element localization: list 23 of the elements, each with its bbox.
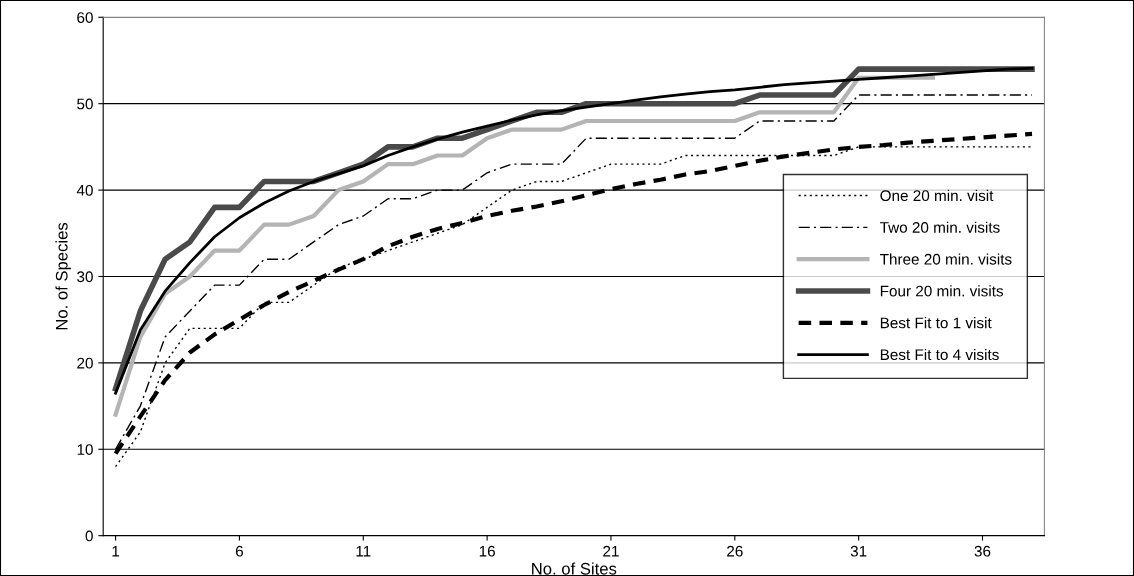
y-tick-label: 0 bbox=[85, 530, 93, 542]
legend-label: Four 20 min. visits bbox=[880, 285, 1004, 297]
y-axis-title: No. of Species bbox=[55, 222, 71, 330]
y-tick-label: 40 bbox=[76, 184, 93, 196]
y-tick-label: 60 bbox=[77, 12, 93, 23]
x-tick-label: 36 bbox=[974, 545, 991, 557]
legend-label: Best Fit to 1 visit bbox=[880, 317, 992, 329]
y-tick-label: 20 bbox=[77, 357, 93, 369]
x-tick-label: 16 bbox=[479, 545, 495, 557]
y-tick-label: 10 bbox=[77, 444, 93, 455]
y-tick-label: 30 bbox=[77, 271, 93, 283]
legend-label: Three 20 min. visits bbox=[879, 253, 1012, 265]
legend-label: Best Fit to 4 visits bbox=[880, 348, 999, 361]
x-tick-label: 21 bbox=[603, 545, 619, 557]
x-tick-label: 11 bbox=[356, 545, 371, 557]
y-tick-label: 50 bbox=[77, 98, 93, 110]
x-tick-label: 6 bbox=[235, 545, 243, 557]
x-tick-label: 1 bbox=[112, 545, 120, 557]
legend-label: One 20 min. visit bbox=[880, 189, 994, 202]
x-axis-title: No. of Sites bbox=[532, 562, 617, 575]
legend-label: Two 20 min. visits bbox=[879, 221, 1000, 233]
x-tick-label: 26 bbox=[727, 545, 743, 557]
x-tick-label: 31 bbox=[850, 545, 867, 557]
